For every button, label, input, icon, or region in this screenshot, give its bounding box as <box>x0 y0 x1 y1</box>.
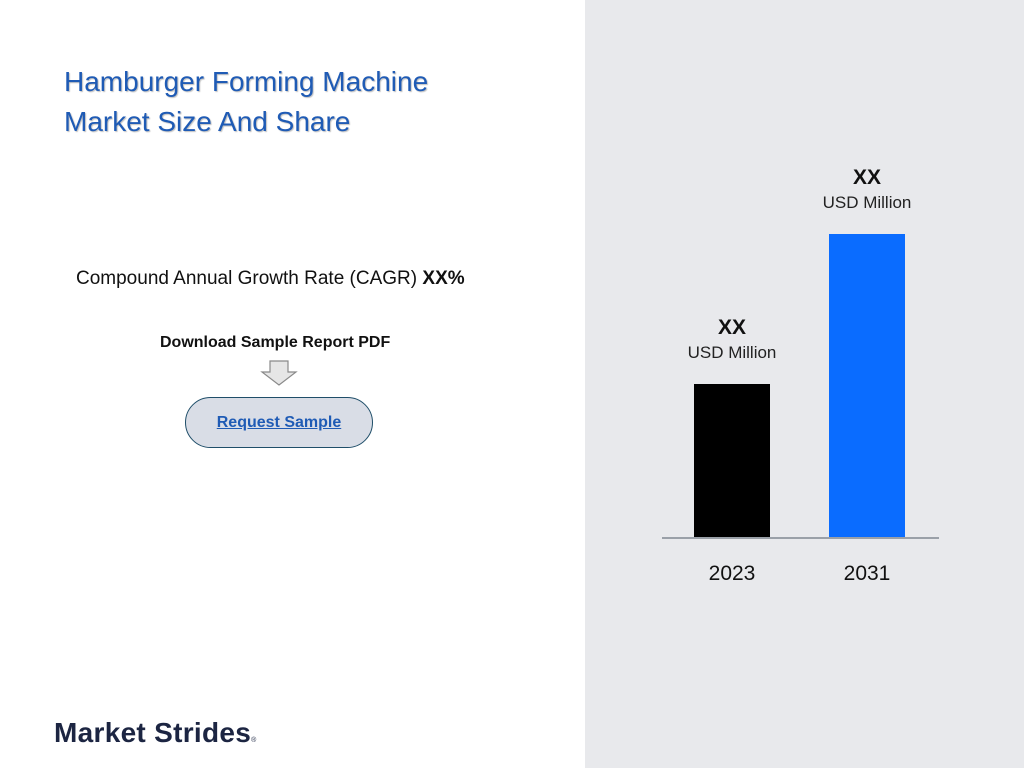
brand-registered-mark: ® <box>251 737 257 744</box>
brand-logo: Market Strides® <box>54 717 257 749</box>
bar-label-2023: XX USD Million <box>652 314 812 364</box>
page-title-line1: Hamburger Forming Machine <box>64 66 429 97</box>
x-tick-label-2023: 2023 <box>708 562 756 585</box>
bar-value-label-2023: XX <box>717 316 746 339</box>
bar-label-2031: XX USD Million <box>787 164 947 214</box>
bar-2031 <box>829 234 905 537</box>
cagr-value: XX <box>422 268 448 289</box>
page-title-line2: Market Size And Share <box>64 106 351 137</box>
download-label: Download Sample Report PDF <box>160 334 391 351</box>
x-tick-label-2031: 2031 <box>843 562 891 585</box>
brand-name: Market Strides <box>54 717 252 748</box>
right-panel <box>585 0 1024 768</box>
arrow-down-icon <box>260 360 298 386</box>
cagr-label: Compound Annual Growth Rate (CAGR) <box>76 268 423 289</box>
cagr-suffix: % <box>447 268 465 289</box>
bar-unit-label-2023: USD Million <box>687 343 777 362</box>
cagr-text: Compound Annual Growth Rate (CAGR) XX% <box>76 268 465 290</box>
chart-x-axis <box>662 537 939 539</box>
page-title: Hamburger Forming Machine Market Size An… <box>64 62 544 142</box>
request-sample-button[interactable]: Request Sample <box>185 397 373 448</box>
bar-value-label-2031: XX <box>852 166 881 190</box>
bar-2023 <box>694 384 770 537</box>
bar-unit-label-2031: USD Million <box>822 193 912 213</box>
